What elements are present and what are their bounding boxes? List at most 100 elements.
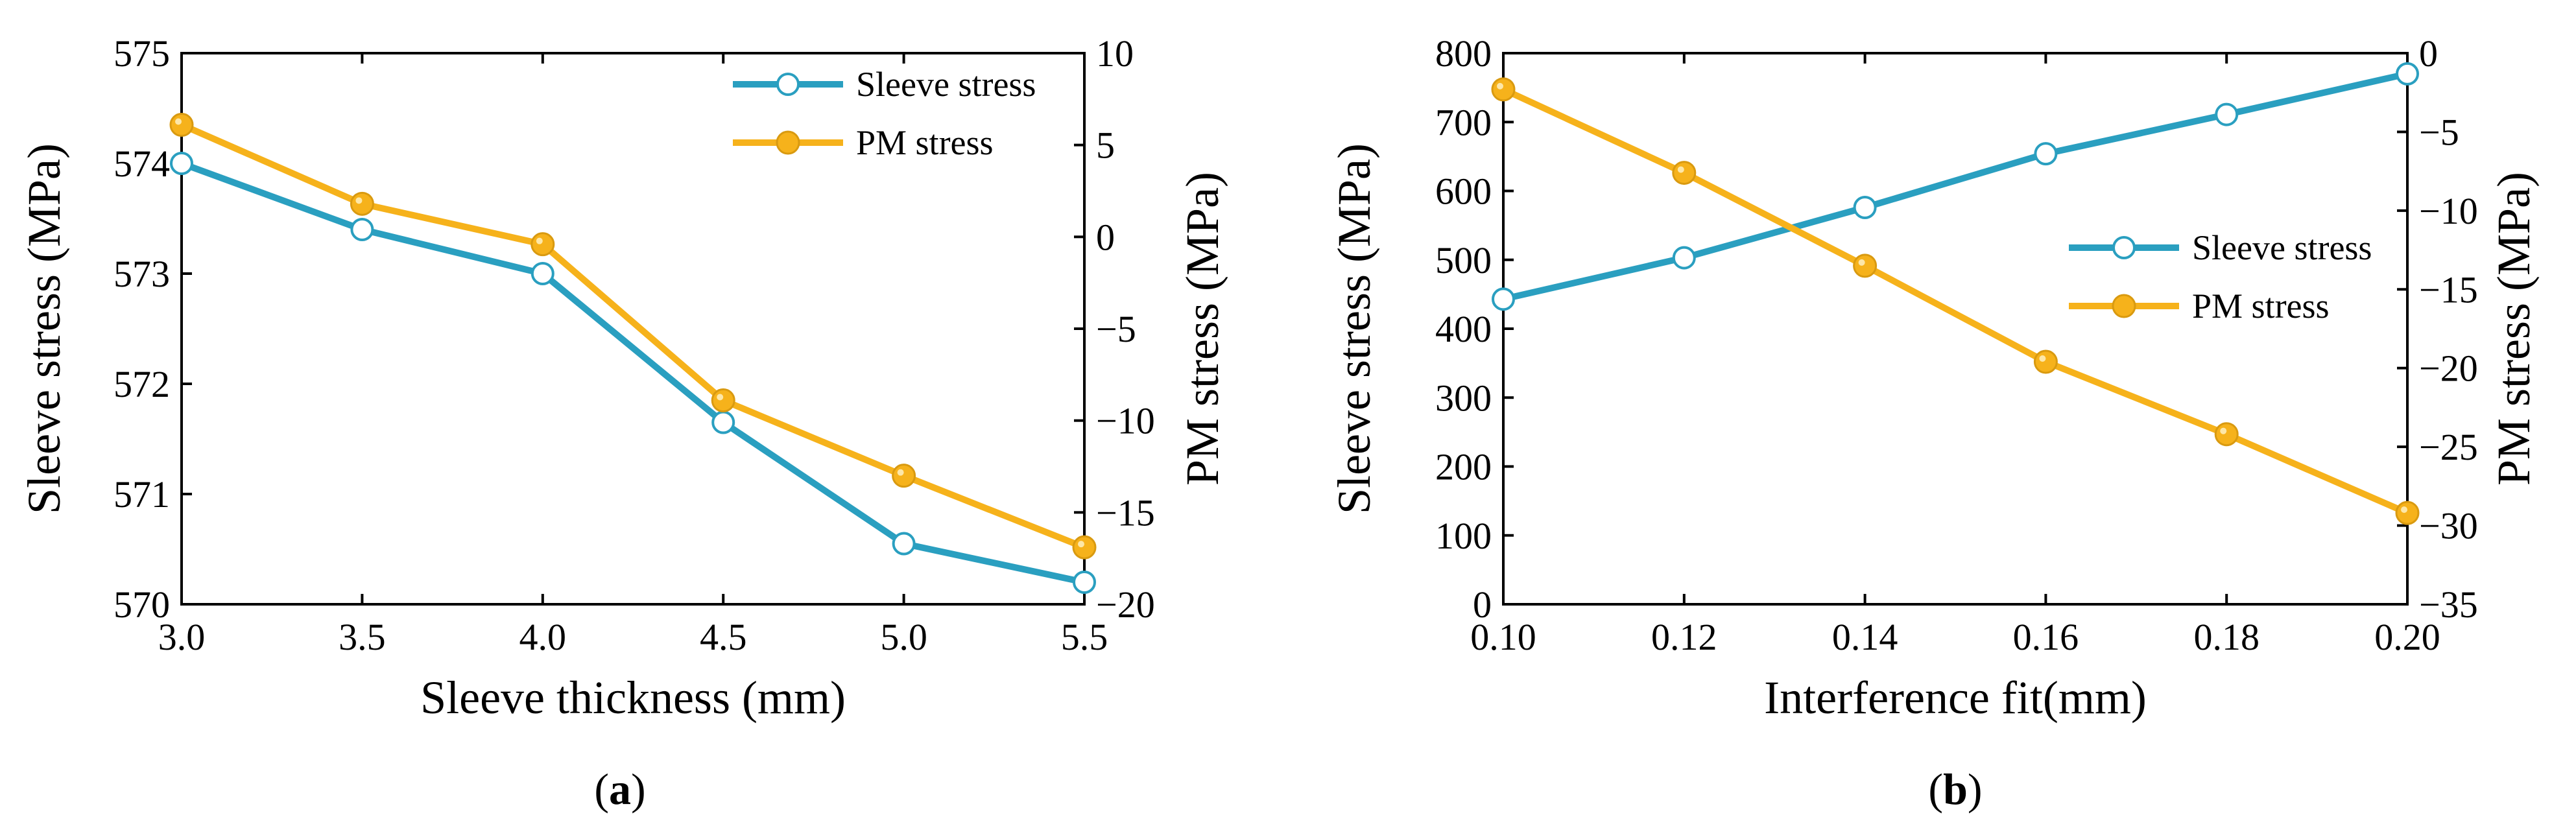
y-left-tick-label: 572 — [113, 363, 170, 405]
y-right-tick-label: 5 — [1096, 124, 1115, 167]
x-tick-label: 5.5 — [1061, 616, 1108, 658]
y-left-axis-label: Sleeve stress (MPa) — [1328, 143, 1380, 514]
y-right-tick-label: −15 — [2419, 268, 2478, 311]
y-left-tick-label: 574 — [113, 143, 170, 185]
y-right-axis-label: PM stress (MPa) — [2488, 172, 2540, 486]
pm-stress-point — [2033, 349, 2058, 374]
y-right-tick-label: −5 — [2419, 111, 2459, 153]
y-left-tick-label: 0 — [1473, 584, 1492, 626]
y-left-axis-label: Sleeve stress (MPa) — [18, 143, 70, 514]
legend-marker-sleeve-stress — [2112, 236, 2136, 259]
y-left-tick-label: 600 — [1435, 171, 1492, 213]
x-tick-label: 3.5 — [339, 616, 386, 658]
y-right-tick-label: −10 — [2419, 190, 2478, 232]
y-left-tick-label: 575 — [113, 32, 170, 75]
pm-stress-point — [1072, 535, 1097, 560]
sleeve-stress-point — [1492, 287, 1515, 311]
pm-stress-point — [2395, 501, 2420, 525]
pm-stress-point-highlight — [1497, 82, 1503, 89]
plot-frame — [1502, 52, 2409, 606]
sleeve-stress-point — [531, 262, 555, 285]
sleeve-stress-point — [2396, 62, 2419, 86]
y-right-tick-label: 0 — [1096, 216, 1115, 258]
y-left-tick-label: 800 — [1435, 32, 1492, 75]
x-tick-label: 0.20 — [2374, 616, 2440, 658]
sleeve-stress-point — [711, 410, 735, 434]
y-right-tick-label: −5 — [1096, 308, 1136, 350]
pm-stress-point — [350, 191, 374, 216]
pm-stress-point-highlight — [717, 394, 724, 401]
y-right-tick-label: 10 — [1096, 32, 1134, 75]
y-left-tick-label: 570 — [113, 584, 170, 626]
x-tick-label: 3.0 — [158, 616, 206, 658]
x-axis-label: Sleeve thickness (mm) — [420, 672, 846, 724]
pm-stress-point — [2214, 422, 2239, 447]
sleeve-stress-line — [180, 160, 1086, 585]
legend-label-sleeve-stress: Sleeve stress — [856, 65, 1036, 104]
pm-stress-point-highlight — [897, 469, 904, 476]
y-left-tick-label: 500 — [1435, 239, 1492, 281]
pm-stress-line — [180, 121, 1086, 550]
sleeve-stress-point — [2215, 102, 2239, 126]
y-left-tick-label: 400 — [1435, 308, 1492, 350]
pm-stress-point-highlight — [355, 197, 363, 204]
pm-stress-point-highlight — [1677, 166, 1684, 173]
pm-stress-point — [1491, 77, 1516, 102]
sleeve-stress-line — [1502, 70, 2409, 303]
y-right-tick-label: −20 — [1096, 584, 1155, 626]
y-right-axis-label: PM stress (MPa) — [1176, 172, 1228, 486]
x-tick-label: 0.10 — [1470, 616, 1536, 658]
y-left-tick-label: 573 — [113, 253, 170, 295]
pm-stress-point — [169, 113, 194, 137]
pm-stress-line — [1501, 86, 2409, 516]
sleeve-stress-point — [350, 218, 374, 241]
legend-marker-pm-stress — [776, 130, 800, 155]
panel-b: 0.10 0.12 0.14 0.16 0.18 0.20 0 100 200 300 400 500… — [1328, 32, 2540, 814]
legend-marker-pm-stress — [2112, 294, 2136, 318]
y-right-tick-label: 0 — [2419, 32, 2438, 75]
panel-a: 3.0 3.5 4.0 4.5 5.0 5.5 570 571 572 573 574 575 −20 −… — [18, 32, 1228, 814]
pm-stress-point — [711, 388, 735, 412]
pm-stress-point — [892, 464, 916, 488]
x-tick-label: 4.5 — [700, 616, 747, 658]
y-right-tick-label: −35 — [2419, 584, 2478, 626]
pm-stress-point-highlight — [536, 237, 543, 244]
legend-label-sleeve-stress: Sleeve stress — [2192, 228, 2372, 267]
pm-stress-point — [531, 232, 555, 257]
legend-label-pm-stress: PM stress — [856, 123, 994, 162]
y-right-tick-label: −30 — [2419, 505, 2478, 547]
x-tick-label: 4.0 — [519, 616, 567, 658]
pm-stress-point-highlight — [2220, 427, 2227, 434]
y-left-tick-label: 700 — [1435, 101, 1492, 143]
x-tick-label: 0.12 — [1651, 616, 1717, 658]
pm-stress-point-highlight — [2401, 506, 2407, 513]
x-tick-label: 0.18 — [2193, 616, 2260, 658]
x-tick-label: 0.14 — [1832, 616, 1898, 658]
pm-stress-point-highlight — [1078, 541, 1084, 548]
sleeve-stress-point — [1073, 571, 1096, 594]
panel-label: (b) — [1928, 764, 1982, 814]
x-tick-label: 5.0 — [880, 616, 927, 658]
pm-stress-point — [1853, 254, 1878, 278]
y-left-tick-label: 100 — [1435, 515, 1492, 557]
legend-marker-sleeve-stress — [776, 73, 800, 96]
pm-stress-point-highlight — [1858, 259, 1865, 266]
legend-label-pm-stress: PM stress — [2192, 287, 2330, 325]
sleeve-stress-point — [2034, 142, 2058, 166]
pm-stress-point-highlight — [175, 118, 182, 125]
x-tick-label: 0.16 — [2013, 616, 2079, 658]
y-right-tick-label: −20 — [2419, 348, 2478, 390]
sleeve-stress-point — [170, 152, 193, 175]
pm-stress-point-highlight — [2039, 355, 2046, 362]
y-right-tick-label: −10 — [1096, 400, 1155, 442]
sleeve-stress-point — [892, 532, 916, 556]
y-left-tick-label: 300 — [1435, 377, 1492, 419]
x-axis-label: Interference fit(mm) — [1764, 672, 2147, 724]
y-right-tick-label: −15 — [1096, 491, 1155, 534]
panel-label: (a) — [594, 764, 645, 814]
pm-stress-point — [1672, 161, 1697, 185]
sleeve-stress-point — [1853, 196, 1877, 219]
sleeve-stress-point — [1672, 246, 1696, 270]
y-left-tick-label: 571 — [113, 473, 170, 515]
